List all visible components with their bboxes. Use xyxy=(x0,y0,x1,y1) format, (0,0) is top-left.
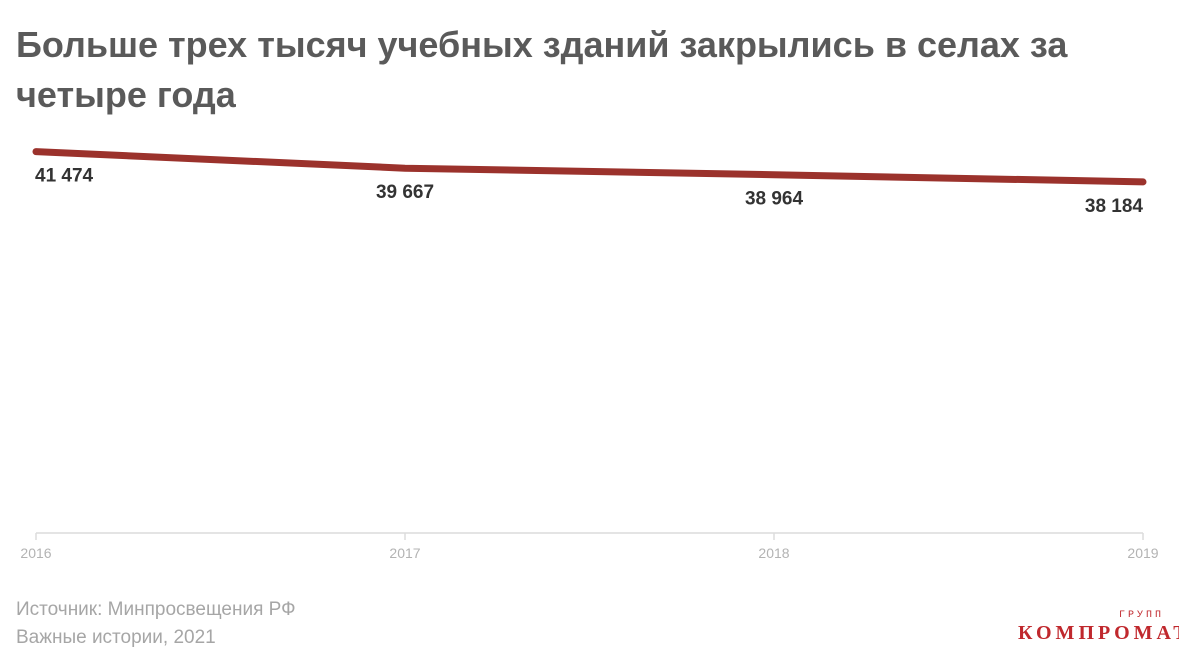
x-tick-label: 2019 xyxy=(1127,545,1158,561)
data-label: 38 964 xyxy=(745,189,804,210)
x-axis-tick-labels: 2016 2017 2018 2019 xyxy=(20,545,1158,561)
chart-title: Больше трех тысяч учебных зданий закрыли… xyxy=(16,24,1068,115)
data-labels: 41 474 39 667 38 964 38 184 xyxy=(35,166,1143,217)
credit-note: Важные истории, 2021 xyxy=(16,627,216,648)
line-chart: 2016 2017 2018 2019 41 474 39 667 38 964 38 18… xyxy=(20,148,1159,561)
data-label: 39 667 xyxy=(376,182,434,203)
data-label: 41 474 xyxy=(35,166,94,187)
logo-main-text: КОМПРОМАТ xyxy=(1018,622,1179,644)
data-label: 38 184 xyxy=(1085,196,1144,217)
logo-top-text: ГРУПП xyxy=(1118,610,1164,621)
x-tick-label: 2018 xyxy=(758,545,789,561)
footer: Источник: Минпросвещения РФ Важные истор… xyxy=(16,596,296,652)
source-note: Источник: Минпросвещения РФ xyxy=(16,599,296,620)
x-tick-label: 2016 xyxy=(20,545,51,561)
brand-logo[interactable]: ГРУПП КОМПРОМАТ xyxy=(1016,610,1179,650)
series-line xyxy=(32,148,1147,186)
x-tick-label: 2017 xyxy=(389,545,420,561)
x-axis-ticks xyxy=(35,533,1144,540)
